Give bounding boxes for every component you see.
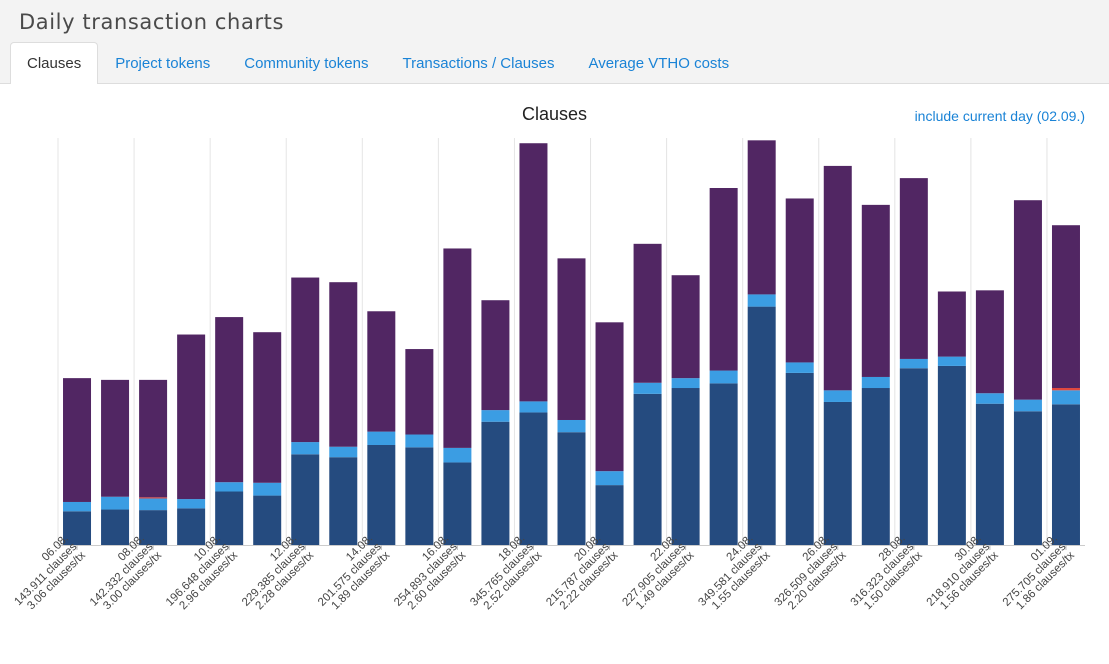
- bar-segment-s1-23.08.: [709, 370, 738, 384]
- bar-segment-s3-19.08.: [557, 258, 586, 420]
- bar-segment-s1-01.09.: [1051, 390, 1080, 405]
- bar-segment-s3-20.08.: [595, 322, 624, 472]
- bar-segment-s0-28.08.: [899, 368, 928, 545]
- bar-segment-s0-20.08.: [595, 485, 624, 545]
- bar-segment-s0-23.08.: [709, 383, 738, 545]
- bar-segment-s0-06.08.: [63, 511, 92, 545]
- bar-segment-s3-21.08.: [633, 243, 662, 383]
- bar-segment-s2-08.08.: [139, 497, 168, 499]
- bar-segment-s1-11.08.: [253, 482, 282, 496]
- bar-segment-s1-31.08.: [1013, 399, 1042, 412]
- bar-segment-s3-15.08.: [405, 349, 434, 435]
- bar-segment-s0-09.08.: [177, 508, 206, 545]
- bar-segment-s1-29.08.: [937, 356, 966, 366]
- bar-segment-s0-19.08.: [557, 432, 586, 545]
- bar-segment-s3-22.08.: [671, 275, 700, 379]
- bar-segment-s0-15.08.: [405, 447, 434, 545]
- bar-segment-s3-13.08.: [329, 282, 358, 447]
- bar-segment-s3-14.08.: [367, 311, 396, 432]
- bar-segment-s2-01.09.: [1051, 388, 1080, 391]
- bar-segment-s3-11.08.: [253, 332, 282, 483]
- bar-segment-s3-07.08.: [101, 379, 130, 497]
- bar-segment-s3-09.08.: [177, 334, 206, 500]
- bar-segment-s0-08.08.: [139, 510, 168, 545]
- tab-community-tokens[interactable]: Community tokens: [244, 54, 369, 72]
- bar-segment-s0-01.09.: [1051, 404, 1080, 545]
- bar-segment-s1-12.08.: [291, 442, 320, 455]
- bar-segment-s3-18.08.: [519, 143, 548, 402]
- bar-segment-s3-28.08.: [899, 178, 928, 359]
- bar-segment-s0-24.08.: [747, 306, 776, 545]
- header-band: [0, 0, 1109, 84]
- bar-segment-s3-26.08.: [823, 165, 852, 391]
- bar-segment-s0-12.08.: [291, 454, 320, 545]
- bar-segment-s0-18.08.: [519, 412, 548, 545]
- bar-segment-s3-16.08.: [443, 248, 472, 448]
- bar-segment-s1-25.08.: [785, 362, 814, 373]
- bar-segment-s3-12.08.: [291, 277, 320, 443]
- bar-segment-s1-10.08.: [215, 482, 244, 492]
- bar-segment-s3-25.08.: [785, 198, 814, 363]
- bar-segment-s0-14.08.: [367, 444, 396, 545]
- bar-segment-s1-14.08.: [367, 431, 396, 445]
- bar-segment-s1-24.08.: [747, 294, 776, 307]
- bar-segment-s0-30.08.: [975, 403, 1004, 545]
- tab-bar: Clauses Project tokens Community tokens …: [10, 42, 746, 84]
- bar-segment-s0-25.08.: [785, 372, 814, 545]
- bar-segment-s0-26.08.: [823, 401, 852, 545]
- bar-segment-s3-24.08.: [747, 140, 776, 295]
- bar-segment-s1-07.08.: [101, 496, 130, 510]
- bar-segment-s1-28.08.: [899, 358, 928, 369]
- bar-segment-s1-17.08.: [481, 410, 510, 422]
- bar-segment-s1-21.08.: [633, 382, 662, 394]
- bar-segment-s3-23.08.: [709, 188, 738, 371]
- tab-average-vtho-costs[interactable]: Average VTHO costs: [588, 54, 730, 72]
- tab-transactions-clauses[interactable]: Transactions / Clauses: [402, 54, 555, 72]
- bar-segment-s3-29.08.: [937, 291, 966, 357]
- bar-segment-s1-06.08.: [63, 501, 92, 512]
- bar-segment-s0-16.08.: [443, 462, 472, 545]
- bar-segment-s1-19.08.: [557, 419, 586, 433]
- bar-segment-s0-17.08.: [481, 421, 510, 545]
- tab-divider: [0, 83, 1109, 84]
- bar-segment-s0-21.08.: [633, 393, 662, 545]
- bar-segment-s1-13.08.: [329, 446, 358, 458]
- bar-segment-s0-13.08.: [329, 457, 358, 545]
- bar-segment-s1-09.08.: [177, 499, 206, 509]
- bar-segment-s3-31.08.: [1013, 200, 1042, 400]
- bar-segment-s0-22.08.: [671, 388, 700, 545]
- bar-segment-s0-11.08.: [253, 495, 282, 545]
- bar-segment-s1-16.08.: [443, 447, 472, 463]
- chart-title: Clauses: [521, 104, 588, 124]
- bar-segment-s0-29.08.: [937, 365, 966, 545]
- tab-project-tokens[interactable]: Project tokens: [115, 54, 211, 72]
- bar-segment-s0-27.08.: [861, 388, 890, 545]
- page-title: Daily transaction charts: [19, 10, 285, 34]
- bar-segment-s3-10.08.: [215, 317, 244, 483]
- bar-segment-s1-15.08.: [405, 434, 434, 448]
- bar-segment-s3-30.08.: [975, 290, 1004, 394]
- include-current-day-link[interactable]: include current day (02.09.): [914, 108, 1085, 124]
- bar-segment-s0-31.08.: [1013, 411, 1042, 545]
- bar-segment-s3-27.08.: [861, 204, 890, 377]
- bar-segment-s1-20.08.: [595, 471, 624, 486]
- bar-segment-s1-18.08.: [519, 401, 548, 413]
- bar-segment-s3-17.08.: [481, 300, 510, 411]
- bar-segment-s1-30.08.: [975, 393, 1004, 404]
- bar-segment-s3-01.09.: [1051, 225, 1080, 389]
- bar-segment-s1-26.08.: [823, 390, 852, 402]
- bar-segment-s0-10.08.: [215, 491, 244, 545]
- bar-segment-s3-08.08.: [139, 379, 168, 498]
- bar-segment-s0-07.08.: [101, 509, 130, 545]
- bar-segment-s1-27.08.: [861, 376, 890, 389]
- bar-segment-s1-08.08.: [139, 498, 168, 511]
- bar-segment-s1-22.08.: [671, 378, 700, 389]
- bar-segment-s3-06.08.: [63, 378, 92, 502]
